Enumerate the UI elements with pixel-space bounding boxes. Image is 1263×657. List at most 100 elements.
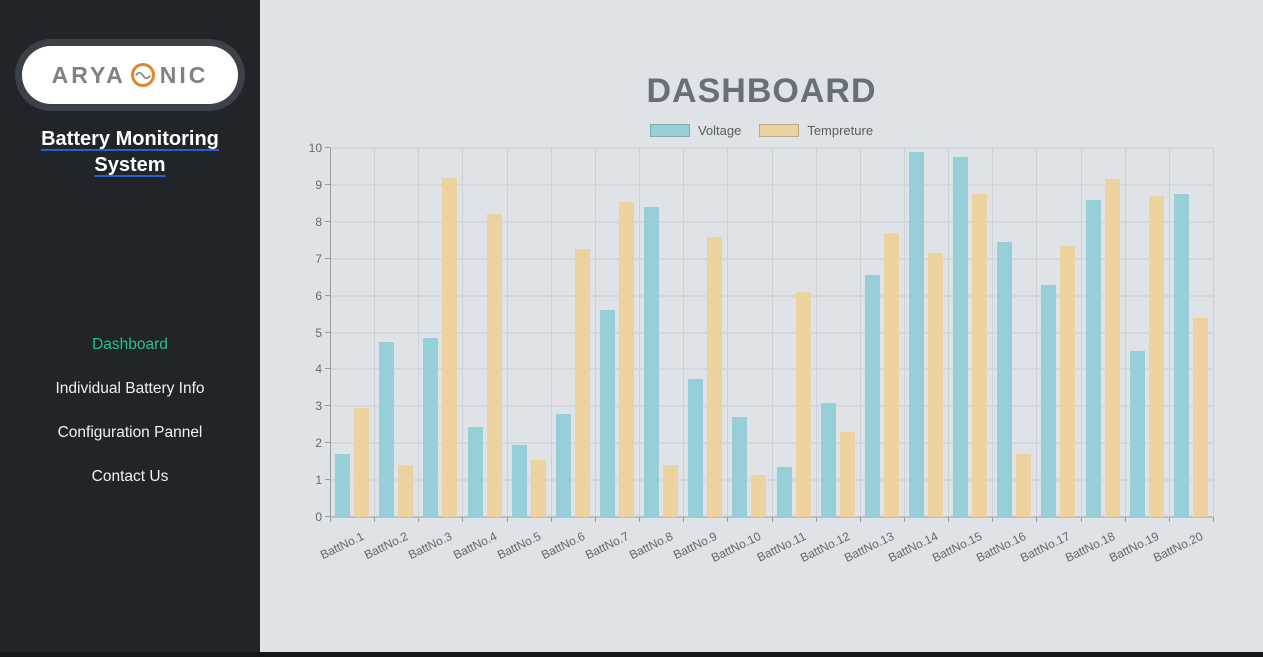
gridline-v [1213, 148, 1214, 517]
bar-group-BattNo.14 [904, 148, 948, 517]
bar-voltage-battno.5[interactable] [511, 445, 527, 517]
bar-voltage-battno.10[interactable] [732, 417, 748, 517]
x-axis-tick [992, 517, 994, 522]
bar-group-BattNo.11 [772, 148, 816, 517]
bar-tempreture-battno.14[interactable] [928, 253, 943, 517]
y-axis-tick [325, 147, 330, 148]
gridline-v [1124, 148, 1126, 517]
gridline-v [992, 148, 994, 517]
gridline-v [859, 148, 861, 517]
y-tick-label: 0 [315, 510, 322, 524]
sidebar-item-individual-battery-info[interactable]: Individual Battery Info [55, 380, 205, 397]
bar-voltage-battno.17[interactable] [1041, 284, 1057, 517]
bar-voltage-battno.16[interactable] [997, 242, 1013, 517]
bar-tempreture-battno.9[interactable] [707, 236, 723, 517]
bar-voltage-battno.13[interactable] [864, 275, 880, 517]
bar-voltage-battno.8[interactable] [644, 207, 660, 517]
bar-tempreture-battno.13[interactable] [883, 232, 899, 517]
bar-tempreture-battno.6[interactable] [574, 249, 590, 517]
bar-tempreture-battno.17[interactable] [1060, 245, 1076, 517]
legend-label-tempreture: Tempreture [807, 123, 874, 138]
bar-voltage-battno.14[interactable] [909, 151, 924, 517]
bar-voltage-battno.3[interactable] [423, 338, 439, 517]
legend-item-voltage[interactable]: Voltage [649, 123, 741, 138]
bar-voltage-battno.12[interactable] [820, 402, 836, 517]
x-axis-tick [330, 517, 331, 522]
bar-voltage-battno.20[interactable] [1173, 194, 1189, 517]
main-content: DASHBOARD Voltage Tempreture 0 1 2 3 4 5 6 7 8 9 1… [260, 0, 1263, 657]
bar-tempreture-battno.3[interactable] [442, 177, 458, 517]
gridline-v [594, 148, 596, 517]
bar-tempreture-battno.4[interactable] [486, 214, 502, 517]
legend-item-tempreture[interactable]: Tempreture [759, 123, 873, 138]
x-axis-tick [859, 517, 861, 522]
bar-voltage-battno.9[interactable] [688, 378, 704, 517]
gridline-v [1168, 148, 1170, 517]
chart-legend: Voltage Tempreture [260, 123, 1263, 138]
sidebar-item-configuration-pannel[interactable]: Configuration Pannel [57, 424, 203, 441]
sidebar-nav: Dashboard Individual Battery Info Config… [0, 330, 260, 506]
logo-text-arya: ARYA [51, 61, 126, 88]
bar-tempreture-battno.1[interactable] [354, 408, 370, 517]
y-axis-tick [325, 294, 330, 296]
bar-tempreture-battno.18[interactable] [1104, 179, 1120, 517]
x-axis-tick [727, 517, 729, 522]
x-axis-tick [683, 517, 685, 522]
bar-tempreture-battno.15[interactable] [972, 194, 988, 517]
bar-tempreture-battno.12[interactable] [839, 432, 855, 517]
gridline-v [1080, 148, 1082, 517]
gridline-v [683, 148, 685, 517]
y-axis-tick [325, 220, 330, 222]
bar-tempreture-battno.11[interactable] [795, 291, 811, 517]
y-axis-tick [325, 442, 330, 444]
y-axis-tick [325, 479, 330, 481]
sidebar: ARYA NIC Battery Monitoring System Dashb… [0, 0, 260, 657]
bar-voltage-battno.18[interactable] [1085, 199, 1101, 517]
y-axis-tick [325, 331, 330, 333]
bar-group-BattNo.7 [595, 148, 639, 517]
bar-tempreture-battno.16[interactable] [1016, 454, 1032, 517]
gridline-v [639, 148, 641, 517]
page-title: DASHBOARD [646, 72, 877, 110]
gridline-v [462, 148, 464, 517]
x-axis-tick [1036, 517, 1038, 522]
bar-group-BattNo.20 [1169, 148, 1213, 517]
bar-voltage-battno.6[interactable] [555, 413, 571, 517]
gridline-v [550, 148, 552, 517]
bar-tempreture-battno.2[interactable] [398, 465, 414, 517]
bar-group-BattNo.6 [551, 148, 595, 517]
bar-tempreture-battno.8[interactable] [663, 465, 679, 517]
bar-group-BattNo.2 [374, 148, 418, 517]
bar-voltage-battno.2[interactable] [379, 341, 395, 517]
bar-voltage-battno.1[interactable] [335, 454, 351, 517]
bar-voltage-battno.7[interactable] [599, 310, 615, 517]
bar-tempreture-battno.7[interactable] [618, 201, 634, 517]
y-axis-tick [325, 257, 330, 259]
bar-tempreture-battno.10[interactable] [751, 474, 767, 517]
sidebar-item-contact-us[interactable]: Contact Us [91, 468, 169, 485]
y-axis-tick [325, 368, 330, 370]
x-axis-tick [1213, 517, 1214, 522]
bar-group-BattNo.19 [1125, 148, 1169, 517]
gridline-v [771, 148, 773, 517]
x-axis-tick [1168, 517, 1170, 522]
y-tick-label: 5 [315, 325, 322, 340]
bar-tempreture-battno.20[interactable] [1192, 317, 1208, 517]
bar-voltage-battno.4[interactable] [467, 426, 483, 517]
bar-tempreture-battno.19[interactable] [1148, 195, 1164, 517]
logo: ARYA NIC [22, 46, 238, 104]
bar-group-BattNo.12 [816, 148, 860, 517]
bar-tempreture-battno.5[interactable] [530, 459, 546, 517]
bar-voltage-battno.15[interactable] [953, 157, 969, 517]
bar-voltage-battno.11[interactable] [776, 467, 792, 517]
x-axis-labels: BattNo.1 BattNo.2 BattNo.3 BattNo.4 BattNo.5… [318, 517, 1213, 577]
bar-group-BattNo.10 [727, 148, 771, 517]
bar-group-BattNo.16 [992, 148, 1036, 517]
gridline-v [330, 148, 331, 517]
sine-wave-circle-icon [130, 63, 155, 87]
y-tick-label: 4 [315, 362, 322, 377]
bar-chart: 0 1 2 3 4 5 6 7 8 9 10 BattNo.1 BattNo.2 BattNo.3 Bat… [309, 142, 1214, 565]
bar-voltage-battno.19[interactable] [1129, 350, 1145, 517]
sidebar-item-dashboard[interactable]: Dashboard [92, 336, 168, 353]
x-axis-tick [594, 517, 596, 522]
